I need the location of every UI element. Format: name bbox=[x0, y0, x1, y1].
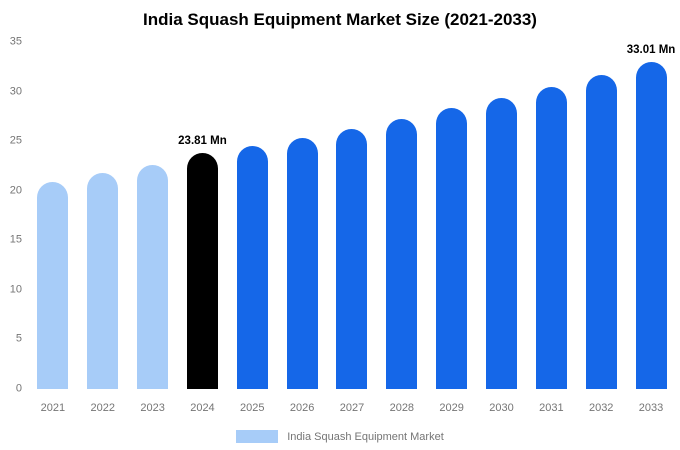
x-axis-label: 2028 bbox=[389, 402, 415, 414]
y-axis-tick-label: 25 bbox=[9, 134, 22, 147]
bar-2031 bbox=[535, 86, 567, 389]
bar-2026 bbox=[286, 138, 318, 389]
bar-column: 33.01 Mn bbox=[626, 42, 676, 389]
y-axis-tick-label: 5 bbox=[15, 332, 22, 345]
x-axis-label: 2023 bbox=[140, 402, 165, 414]
x-axis-label: 2024 bbox=[190, 402, 215, 414]
legend-swatch bbox=[236, 430, 279, 443]
x-axis-label: 2021 bbox=[40, 402, 66, 414]
bar-2024 bbox=[186, 152, 218, 389]
bar-column bbox=[576, 42, 626, 389]
bar-2029 bbox=[436, 108, 468, 389]
x-axis-label: 2029 bbox=[439, 402, 464, 414]
x-axis-label: 2033 bbox=[638, 402, 664, 414]
x-axis-label: 2027 bbox=[339, 402, 365, 414]
bar-column bbox=[377, 42, 427, 389]
bar-2027 bbox=[336, 129, 368, 389]
y-axis-tick-label: 20 bbox=[9, 184, 22, 197]
x-axis-labels: 2021 2022 2023 2024 2025 2026 2027 2028 2029 2030… bbox=[28, 402, 676, 414]
bar-column bbox=[28, 42, 78, 389]
bar-column bbox=[526, 42, 576, 389]
x-axis-label: 2031 bbox=[539, 402, 564, 414]
bar-column: 23.81 Mn bbox=[178, 42, 228, 389]
legend: India Squash Equipment Market bbox=[0, 430, 680, 443]
x-axis-label: 2026 bbox=[289, 402, 315, 414]
y-axis-tick-label: 30 bbox=[9, 85, 22, 98]
bar-2030 bbox=[486, 97, 518, 389]
bar-2022 bbox=[87, 172, 119, 389]
bar-2025 bbox=[236, 146, 268, 389]
bar-2023 bbox=[137, 164, 169, 389]
y-axis: 0 5 10 15 20 25 30 35 bbox=[0, 36, 24, 394]
y-axis-tick-label: 35 bbox=[9, 35, 22, 48]
bar-column bbox=[477, 42, 527, 389]
bar-2028 bbox=[386, 119, 418, 389]
x-axis-label: 2022 bbox=[90, 402, 115, 414]
bar-column bbox=[128, 42, 178, 389]
x-axis-label: 2032 bbox=[588, 402, 614, 414]
legend-label: India Squash Equipment Market bbox=[287, 430, 444, 443]
bar-column bbox=[227, 42, 277, 389]
chart-title: India Squash Equipment Market Size (2021… bbox=[143, 10, 537, 29]
x-axis-label: 2025 bbox=[240, 402, 265, 414]
bar-2033 bbox=[635, 61, 667, 389]
x-axis-label: 2030 bbox=[489, 402, 514, 414]
bar-2032 bbox=[585, 74, 617, 389]
bar-column bbox=[78, 42, 128, 389]
bar-2021 bbox=[37, 181, 69, 389]
bar-value-label: 33.01 Mn bbox=[626, 43, 676, 56]
y-axis-tick-label: 0 bbox=[15, 382, 22, 395]
bar-column bbox=[277, 42, 327, 389]
plot-area: 23.81 Mn 33.01 Mn bbox=[28, 42, 676, 389]
bar-value-label: 23.81 Mn bbox=[178, 134, 227, 147]
bar-column bbox=[427, 42, 477, 389]
y-axis-tick-label: 10 bbox=[9, 283, 22, 296]
y-axis-tick-label: 15 bbox=[9, 233, 22, 246]
bar-column bbox=[327, 42, 377, 389]
